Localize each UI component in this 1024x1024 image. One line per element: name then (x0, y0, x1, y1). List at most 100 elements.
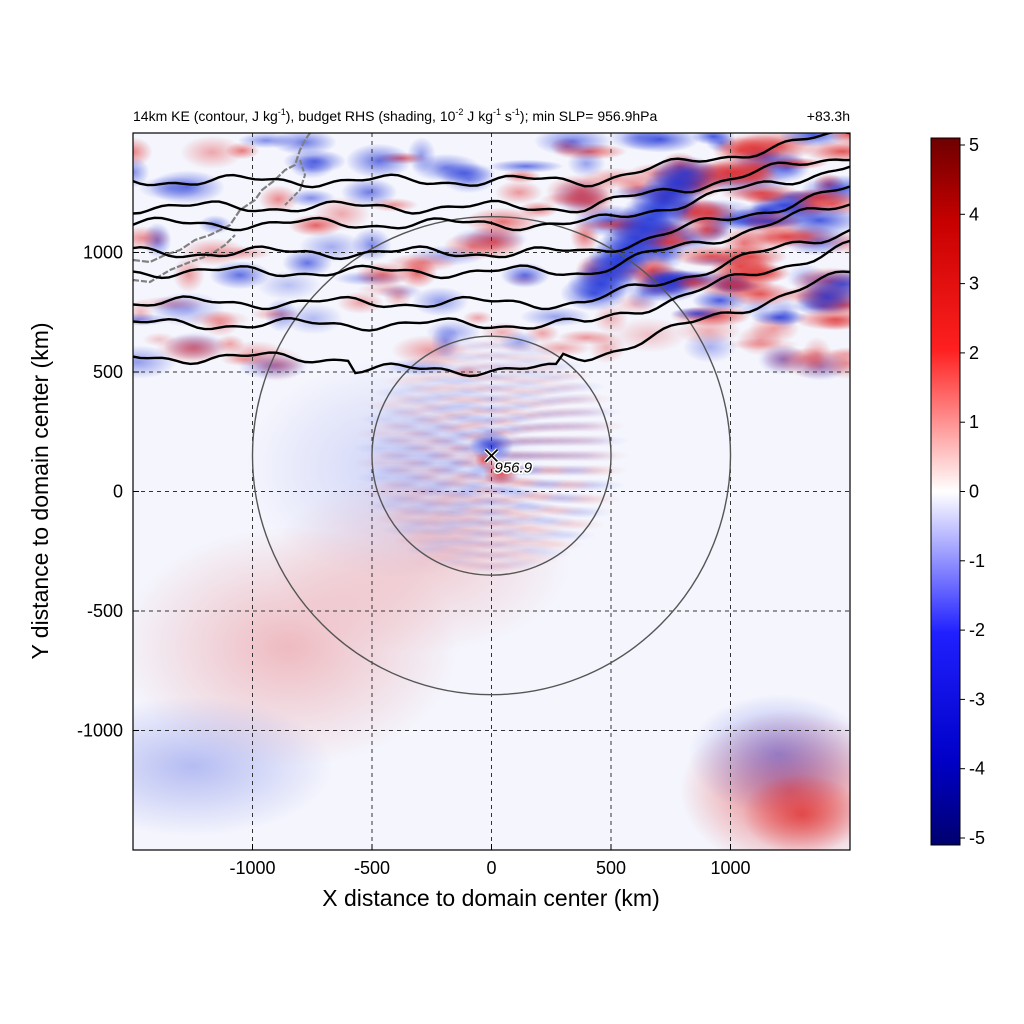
chart-title: 14km KE (contour, J kg -1 ), budget RHS (s… (133, 107, 657, 124)
shading-blob (359, 486, 414, 499)
colorbar-tick-label: 3 (969, 274, 979, 294)
shading-blob (559, 506, 615, 519)
shading-blob (365, 399, 420, 412)
shading-blob (149, 170, 225, 205)
storm-marker (484, 449, 499, 463)
colorbar-tick-label: 5 (969, 135, 979, 155)
colorbar-tick-label: 1 (969, 412, 979, 432)
shading-blob (778, 346, 850, 379)
shading-blob (820, 230, 850, 255)
shading-blob (651, 155, 720, 192)
colorbar-tick-label: 4 (969, 204, 979, 224)
shading-blob (133, 696, 333, 837)
coastline (133, 133, 311, 264)
coastlines (133, 133, 311, 284)
shading-blob (750, 309, 808, 326)
budget-shading (133, 133, 850, 850)
shading-blob (282, 302, 344, 335)
shading-blob (462, 310, 493, 325)
colorbar-ramp (930, 137, 961, 846)
title-part-1: 14km KE (contour, J kg (133, 108, 278, 124)
shading-blob (575, 449, 630, 462)
shading-blob (355, 471, 410, 484)
shading-blob (551, 380, 607, 393)
shading-blob (298, 231, 364, 263)
shading-blob (180, 135, 244, 170)
shading-blob (237, 133, 295, 149)
shading-blob (187, 310, 250, 328)
storm-min-slp-label: 956.9 (495, 460, 533, 477)
title-part-2: ), budget RHS (shading, 10 (286, 108, 456, 124)
shading-blob (392, 364, 448, 377)
x-tick-label: -1000 (229, 858, 275, 878)
shading-blob (801, 268, 850, 300)
x-tick-label: 1000 (710, 858, 750, 878)
shading-blob (519, 306, 591, 327)
shading-blob (411, 286, 469, 317)
shading-blob (256, 270, 321, 301)
shading-blob (383, 285, 413, 308)
shading-blob (443, 232, 502, 261)
title-part-5: ); min SLP= 956.9hPa (520, 108, 658, 124)
ke-contour-line (133, 239, 850, 332)
shading-blob (574, 464, 629, 477)
shading-blob (365, 499, 420, 512)
shading-blob (258, 185, 299, 214)
shading-blob (566, 406, 622, 419)
title-part-3: J kg (463, 108, 493, 124)
coastline (133, 234, 236, 284)
radius-circles (251, 215, 732, 696)
shading-blob (736, 325, 784, 356)
x-axis-label: X distance to domain center (km) (322, 885, 659, 911)
shading-blob (494, 180, 543, 205)
shading-blob (381, 375, 437, 388)
y-tick-label: 1000 (83, 243, 123, 263)
ke-contour-line (133, 158, 850, 215)
shading-blob (134, 296, 207, 311)
shading-blob (559, 393, 615, 406)
coastline (284, 159, 307, 206)
ke-contour-line (133, 133, 850, 189)
shading-blob (571, 420, 626, 433)
title-superscript-4: -1 (512, 107, 520, 117)
shading-blob (693, 271, 774, 299)
y-tick-label: 500 (93, 362, 123, 382)
shading-blob (533, 133, 612, 156)
shading-blob (372, 512, 428, 525)
x-tick-label: -500 (354, 858, 390, 878)
shading-blob (551, 518, 607, 531)
shading-blob (368, 197, 419, 212)
colorbar: 5 4 3 2 1 0 -1 -2 -3 -4 -5 (930, 135, 985, 848)
y-axis-ticks: -1000 -500 0 500 1000 (77, 243, 139, 741)
shading-blob (250, 346, 306, 382)
shading-blob (345, 143, 412, 179)
ke-contour-line (133, 229, 850, 311)
y-tick-label: 0 (113, 482, 123, 502)
ke-contour-line (133, 185, 850, 261)
x-tick-label: 500 (596, 858, 626, 878)
shading-blob (433, 162, 496, 184)
shading-blob (718, 133, 789, 163)
shading-blob (539, 191, 614, 208)
ke-contour-line (133, 165, 850, 232)
y-axis-label: Y distance to domain center (km) (27, 322, 53, 659)
shading-blob (793, 308, 850, 331)
colorbar-tick-label: -4 (969, 759, 985, 779)
shading-blob (487, 159, 564, 173)
forecast-hour-label: +83.3h (807, 108, 850, 124)
title-superscript-2: -2 (455, 107, 463, 117)
radius-circle (371, 335, 612, 576)
ke-contour-line (133, 203, 850, 280)
colorbar-ticks: 5 4 3 2 1 0 -1 -2 -3 -4 -5 (960, 135, 985, 848)
y-tick-label: -1000 (77, 721, 123, 741)
shading-blob (282, 149, 347, 174)
shading-blob (133, 226, 171, 251)
shading-blob (355, 427, 410, 440)
shading-blob (828, 133, 850, 145)
x-axis-ticks: -1000 -500 0 500 1000 (229, 844, 751, 878)
storm-center: 956.9 (484, 448, 534, 478)
shading-blob (372, 386, 428, 399)
shading-blob (353, 442, 408, 455)
shading-blob (353, 457, 408, 470)
